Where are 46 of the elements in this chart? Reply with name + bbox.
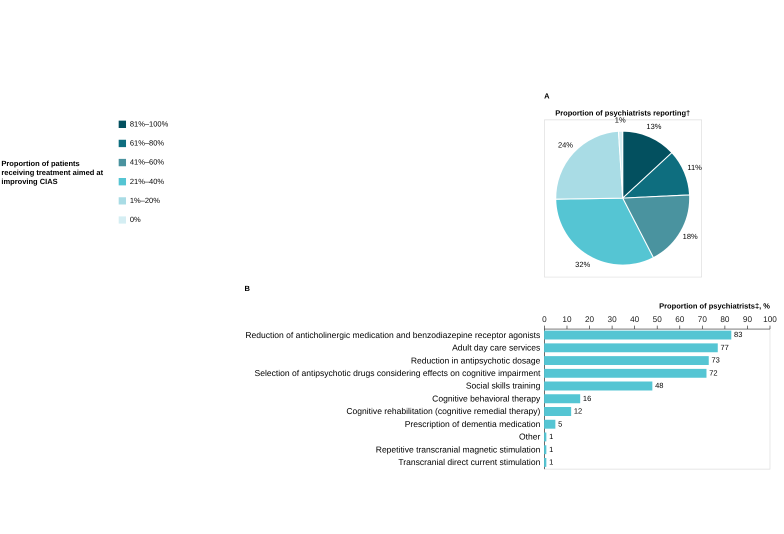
data-label: 77 (720, 342, 729, 352)
bar (544, 343, 718, 352)
bar (544, 330, 732, 340)
data-label: 11% (687, 163, 702, 172)
bar (544, 382, 652, 390)
x-axis-title: Proportion of psychiatrists‡, % (659, 302, 770, 311)
data-label: 72 (709, 368, 718, 378)
y-tick-label: Repetitive transcranial magnetic stimulation (376, 444, 541, 454)
legend-title: Proportion of patients receiving treatment aimed at improving CIAS (1, 159, 104, 186)
bar (544, 356, 709, 365)
bar (544, 368, 706, 378)
y-tick-label: Cognitive rehabilitation (cognitive remedial therapy) (346, 406, 540, 416)
bar (544, 394, 580, 404)
data-label: 83 (734, 330, 742, 340)
data-label: 24% (558, 140, 574, 150)
legend-label: 1%–20% (130, 196, 160, 205)
y-tick-label: Selection of antipsychotic drugs considering effects on cognitive impairment (254, 368, 541, 378)
data-label: 1 (549, 457, 554, 466)
y-tick-label: Other (518, 432, 540, 442)
legend-label: 41%–60% (130, 158, 164, 167)
text: A (544, 91, 550, 100)
data-label: 48 (655, 381, 664, 390)
legend-label: 21%–40% (130, 176, 164, 186)
y-tick-label: Reduction in antipsychotic dosage (410, 355, 541, 366)
y-tick-label: Social skills training (466, 380, 541, 391)
legend-label: 0% (130, 215, 142, 224)
data-label: 73 (711, 356, 720, 365)
legend-label: 61%–80% (130, 138, 164, 148)
chart-title: Proportion of psychiatrists reporting† (555, 108, 690, 118)
data-label: 1 (549, 444, 554, 454)
data-label: 16 (582, 394, 592, 403)
data-label: 18% (682, 232, 698, 242)
data-label: 13% (646, 122, 662, 131)
y-tick-label: Transcranial direct current stimulation (398, 457, 541, 468)
y-tick-label: Adult day care services (452, 342, 540, 353)
data-label: 12 (574, 406, 582, 416)
text: B (244, 284, 251, 294)
data-label: 5 (558, 419, 562, 428)
y-tick-label: Cognitive behavioral therapy (432, 393, 542, 404)
data-label: 32% (575, 260, 590, 270)
legend-label: 81%–100% (130, 119, 169, 128)
bar (544, 420, 556, 429)
y-tick-label: Prescription of dementia medication (404, 418, 541, 429)
data-label: 1 (549, 432, 554, 442)
y-tick-label: Reduction of anticholinergic medication and benzodiazepine receptor agonists (245, 330, 540, 340)
bar (544, 407, 572, 416)
